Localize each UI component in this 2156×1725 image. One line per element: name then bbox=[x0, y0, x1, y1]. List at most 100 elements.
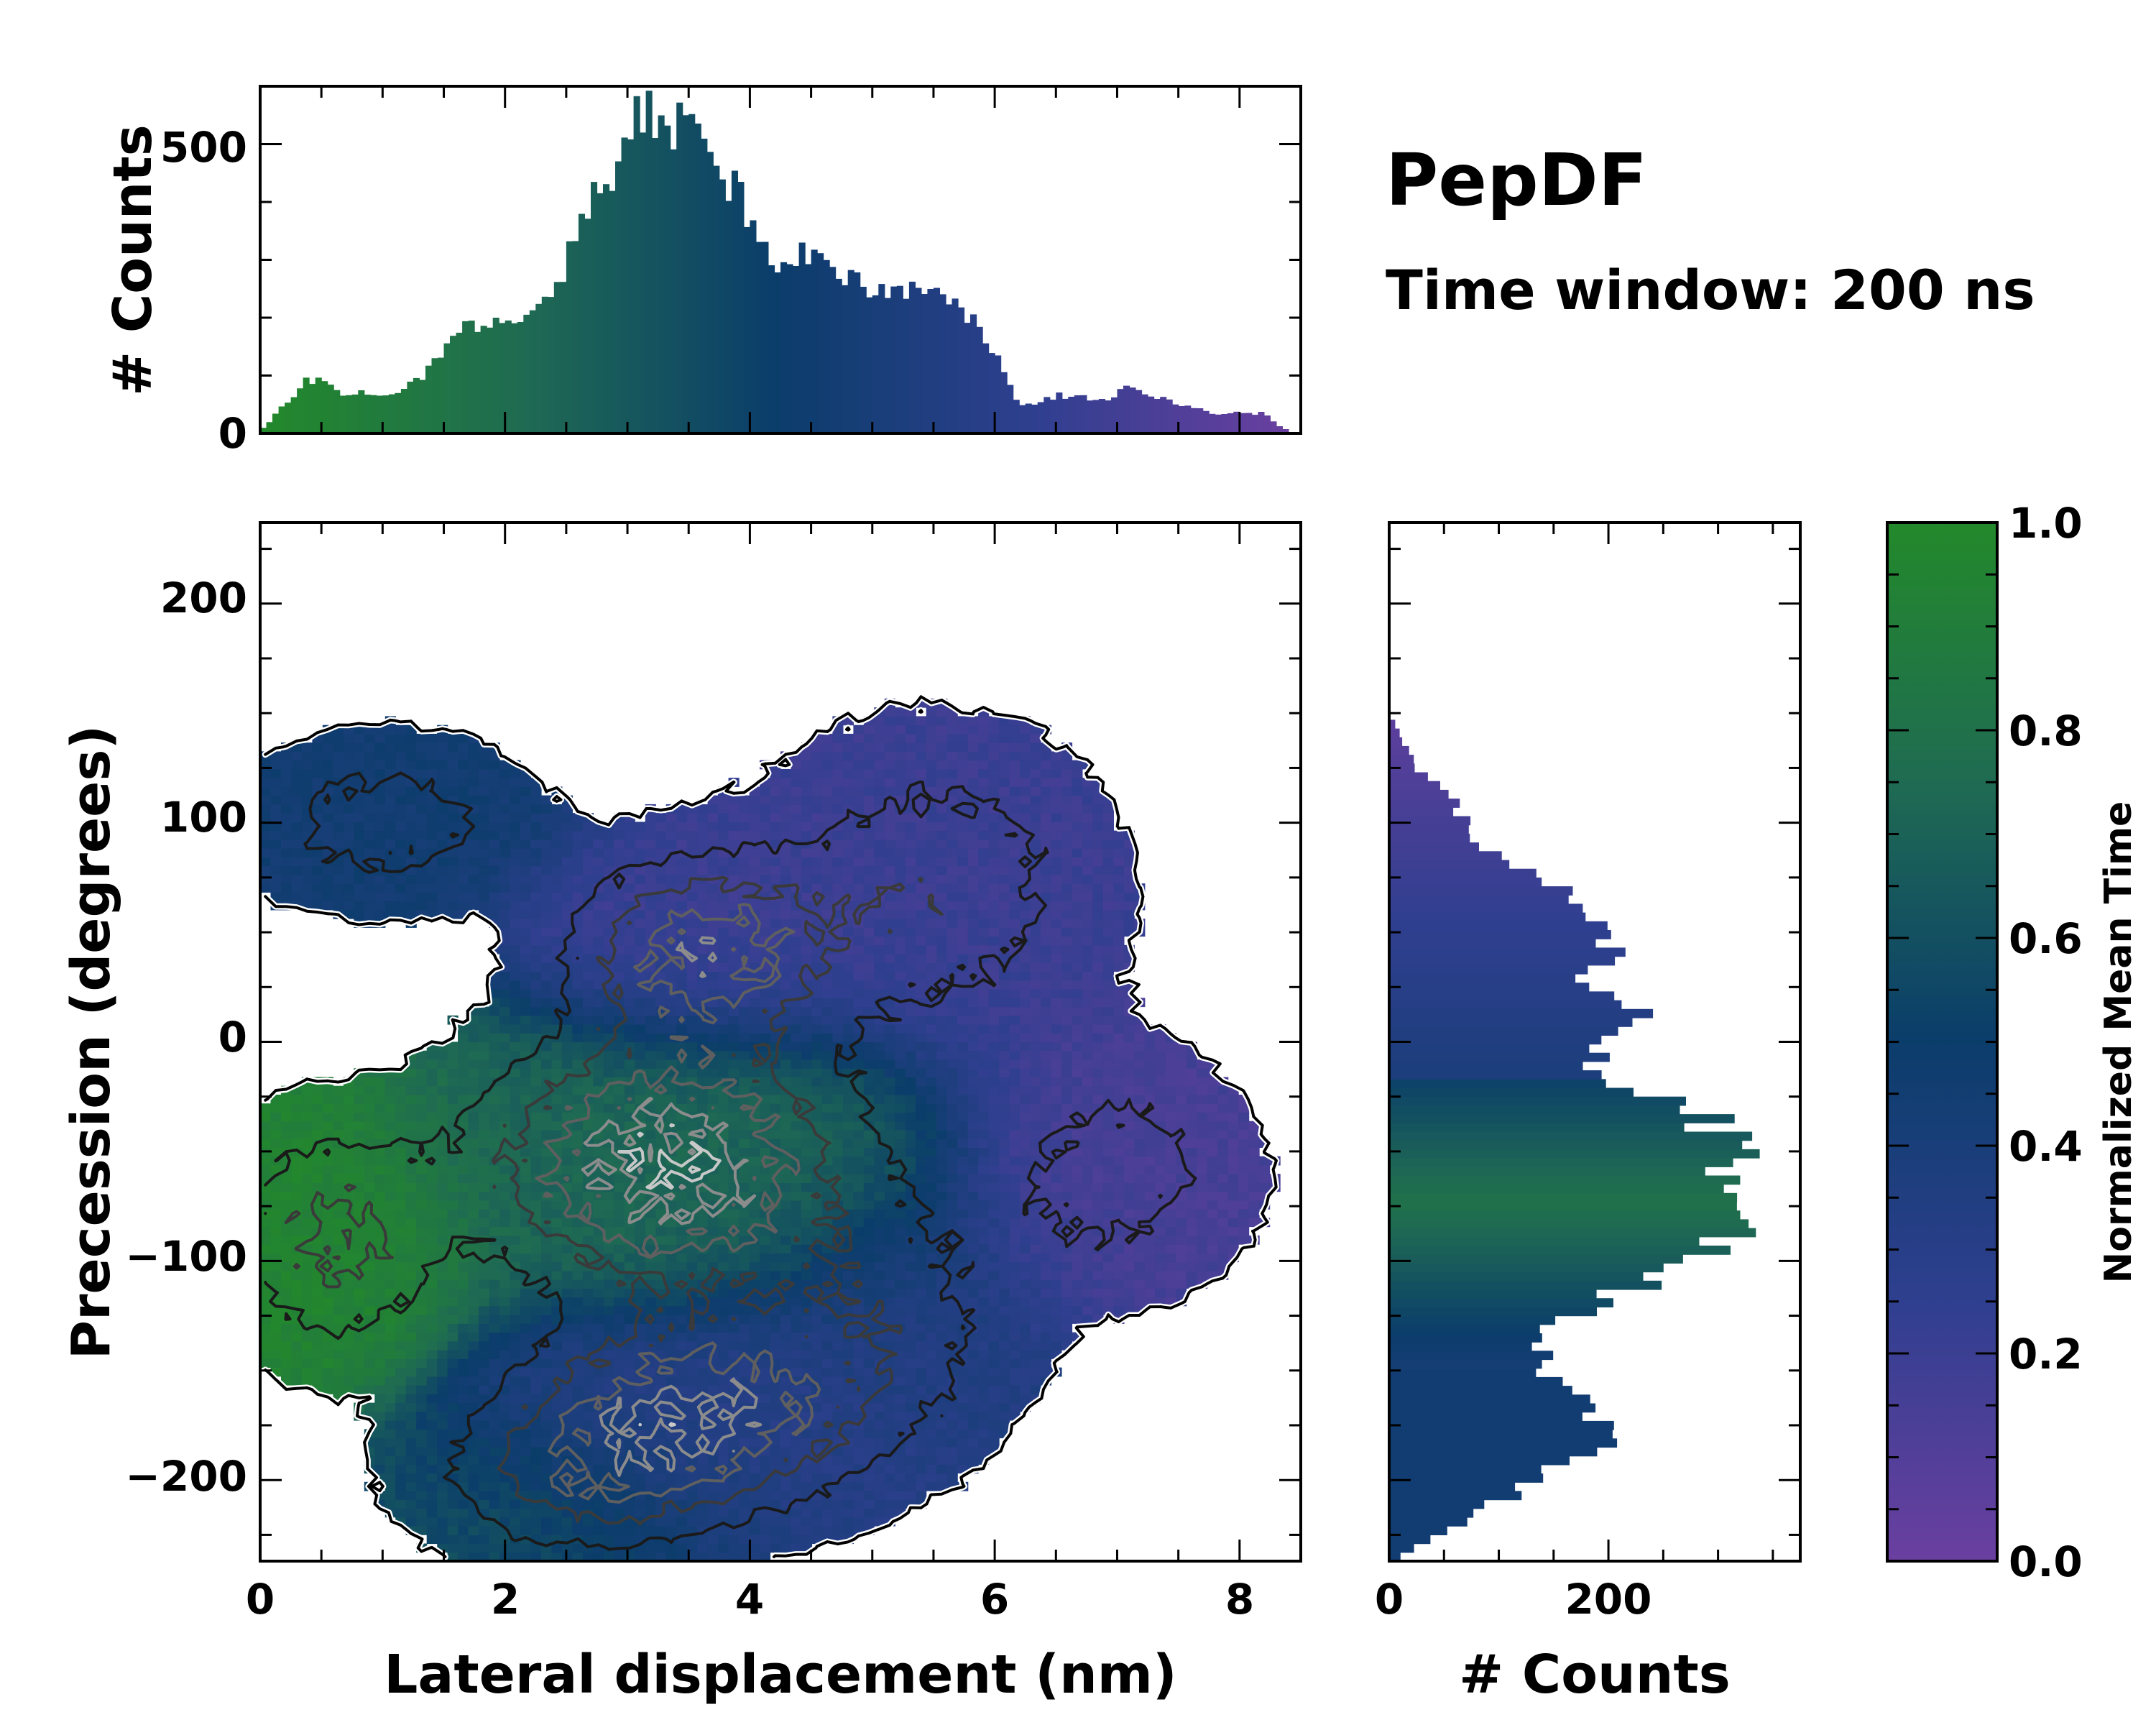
heatmap-cell bbox=[551, 1552, 563, 1561]
heatmap-cell bbox=[718, 1297, 729, 1307]
heatmap-cell bbox=[821, 1358, 833, 1368]
heatmap-cell bbox=[905, 1033, 916, 1043]
heatmap-cell bbox=[895, 1394, 906, 1404]
heatmap-cell bbox=[770, 1095, 781, 1104]
heatmap-cell bbox=[1165, 1209, 1176, 1218]
heatmap-cell bbox=[853, 1235, 865, 1245]
heatmap-cell bbox=[1020, 1059, 1031, 1069]
heatmap-cell bbox=[801, 1438, 813, 1448]
heatmap-cell bbox=[593, 1103, 604, 1113]
heatmap-cell bbox=[905, 1015, 916, 1025]
heatmap-cell bbox=[1113, 1024, 1125, 1034]
heatmap-cell bbox=[561, 1552, 573, 1561]
heatmap-cell bbox=[322, 1218, 333, 1228]
heatmap-cell bbox=[946, 1147, 958, 1157]
heatmap-cell bbox=[1061, 1305, 1073, 1315]
heatmap-cell bbox=[988, 1376, 1000, 1386]
heatmap-cell bbox=[426, 1350, 438, 1359]
heatmap-cell bbox=[1186, 1261, 1197, 1271]
heatmap-cell bbox=[967, 1033, 979, 1043]
heatmap-cell bbox=[624, 1535, 635, 1545]
heatmap-cell bbox=[281, 1112, 292, 1122]
heatmap-cell bbox=[645, 1024, 656, 1034]
heatmap-cell bbox=[780, 1068, 792, 1077]
heatmap-cell bbox=[655, 1138, 667, 1148]
heatmap-cell bbox=[1030, 1103, 1041, 1113]
heatmap-cell bbox=[1082, 1200, 1093, 1210]
heatmap-cell bbox=[510, 1209, 521, 1218]
heatmap-cell bbox=[1102, 1200, 1114, 1210]
heatmap-cell bbox=[479, 1288, 490, 1298]
heatmap-cell bbox=[842, 1446, 854, 1456]
heatmap-cell bbox=[624, 1464, 635, 1474]
heatmap-cell bbox=[645, 1323, 656, 1333]
heatmap-cell bbox=[728, 1130, 740, 1139]
heatmap-cell bbox=[832, 1499, 844, 1509]
heatmap-cell bbox=[718, 1305, 729, 1315]
heatmap-cell bbox=[437, 1068, 448, 1077]
heatmap-cell bbox=[988, 1420, 1000, 1430]
heatmap-cell bbox=[645, 1438, 656, 1448]
heatmap-cell bbox=[686, 1411, 698, 1421]
heatmap-cell bbox=[624, 1305, 635, 1315]
heatmap-cell bbox=[447, 1376, 459, 1386]
heatmap-cell bbox=[510, 1235, 521, 1245]
heatmap-cell bbox=[801, 1508, 813, 1518]
heatmap-cell bbox=[1041, 1095, 1052, 1104]
heatmap-cell bbox=[364, 1350, 375, 1359]
heatmap-cell bbox=[718, 1481, 729, 1491]
heatmap-cell bbox=[1165, 1244, 1176, 1254]
heatmap-cell bbox=[1217, 1218, 1229, 1228]
heatmap-cell bbox=[749, 1024, 760, 1034]
heatmap-cell bbox=[821, 1085, 833, 1095]
heatmap-cell bbox=[676, 1297, 688, 1307]
heatmap-cell bbox=[405, 1499, 417, 1509]
heatmap-cell bbox=[437, 1059, 448, 1069]
heatmap-cell bbox=[811, 1270, 823, 1280]
heatmap-cell bbox=[1061, 1130, 1073, 1139]
heatmap-cell bbox=[510, 1068, 521, 1077]
heatmap-cell bbox=[520, 1095, 532, 1104]
heatmap-cell bbox=[801, 1200, 813, 1210]
top-ytick-label-500: 500 bbox=[160, 123, 247, 172]
heatmap-cell bbox=[905, 1394, 916, 1404]
heatmap-cell bbox=[447, 1446, 459, 1456]
heatmap-cell bbox=[780, 1305, 792, 1315]
heatmap-cell bbox=[1238, 1156, 1250, 1166]
heatmap-cell bbox=[561, 1297, 573, 1307]
heatmap-cell bbox=[1030, 1077, 1041, 1087]
heatmap-cell bbox=[458, 1543, 469, 1553]
top-histogram-bar bbox=[988, 353, 995, 433]
heatmap-cell bbox=[1217, 1130, 1229, 1139]
heatmap-cell bbox=[926, 1112, 937, 1122]
heatmap-cell bbox=[1020, 1358, 1031, 1368]
heatmap-cell bbox=[405, 1244, 417, 1254]
heatmap-cell bbox=[749, 1253, 760, 1263]
heatmap-cell bbox=[1123, 1200, 1135, 1210]
heatmap-cell bbox=[416, 1103, 428, 1113]
heatmap-cell bbox=[437, 1535, 448, 1545]
heatmap-cell bbox=[520, 1517, 532, 1527]
top-histogram-bar bbox=[1135, 390, 1143, 433]
heatmap-cell bbox=[988, 1112, 1000, 1122]
heatmap-cell bbox=[384, 1473, 396, 1483]
heatmap-cell bbox=[458, 1068, 469, 1077]
heatmap-cell bbox=[895, 1209, 906, 1218]
heatmap-cell bbox=[978, 1050, 990, 1060]
heatmap-cell bbox=[270, 1315, 282, 1324]
heatmap-cell bbox=[770, 1340, 781, 1351]
heatmap-cell bbox=[1009, 1156, 1021, 1166]
heatmap-cell bbox=[541, 1385, 553, 1394]
heatmap-cell bbox=[728, 1323, 740, 1333]
heatmap-cell bbox=[520, 1340, 532, 1351]
heatmap-cell bbox=[1197, 1200, 1208, 1210]
heatmap-cell bbox=[697, 1218, 709, 1228]
top-histogram-bar bbox=[474, 331, 482, 433]
heatmap-cell bbox=[957, 1455, 969, 1465]
heatmap-cell bbox=[364, 1402, 375, 1412]
heatmap-cell bbox=[479, 1552, 490, 1561]
heatmap-cell bbox=[561, 1138, 573, 1148]
heatmap-cell bbox=[999, 1174, 1010, 1183]
heatmap-cell bbox=[665, 1085, 677, 1095]
heatmap-cell bbox=[718, 1323, 729, 1333]
